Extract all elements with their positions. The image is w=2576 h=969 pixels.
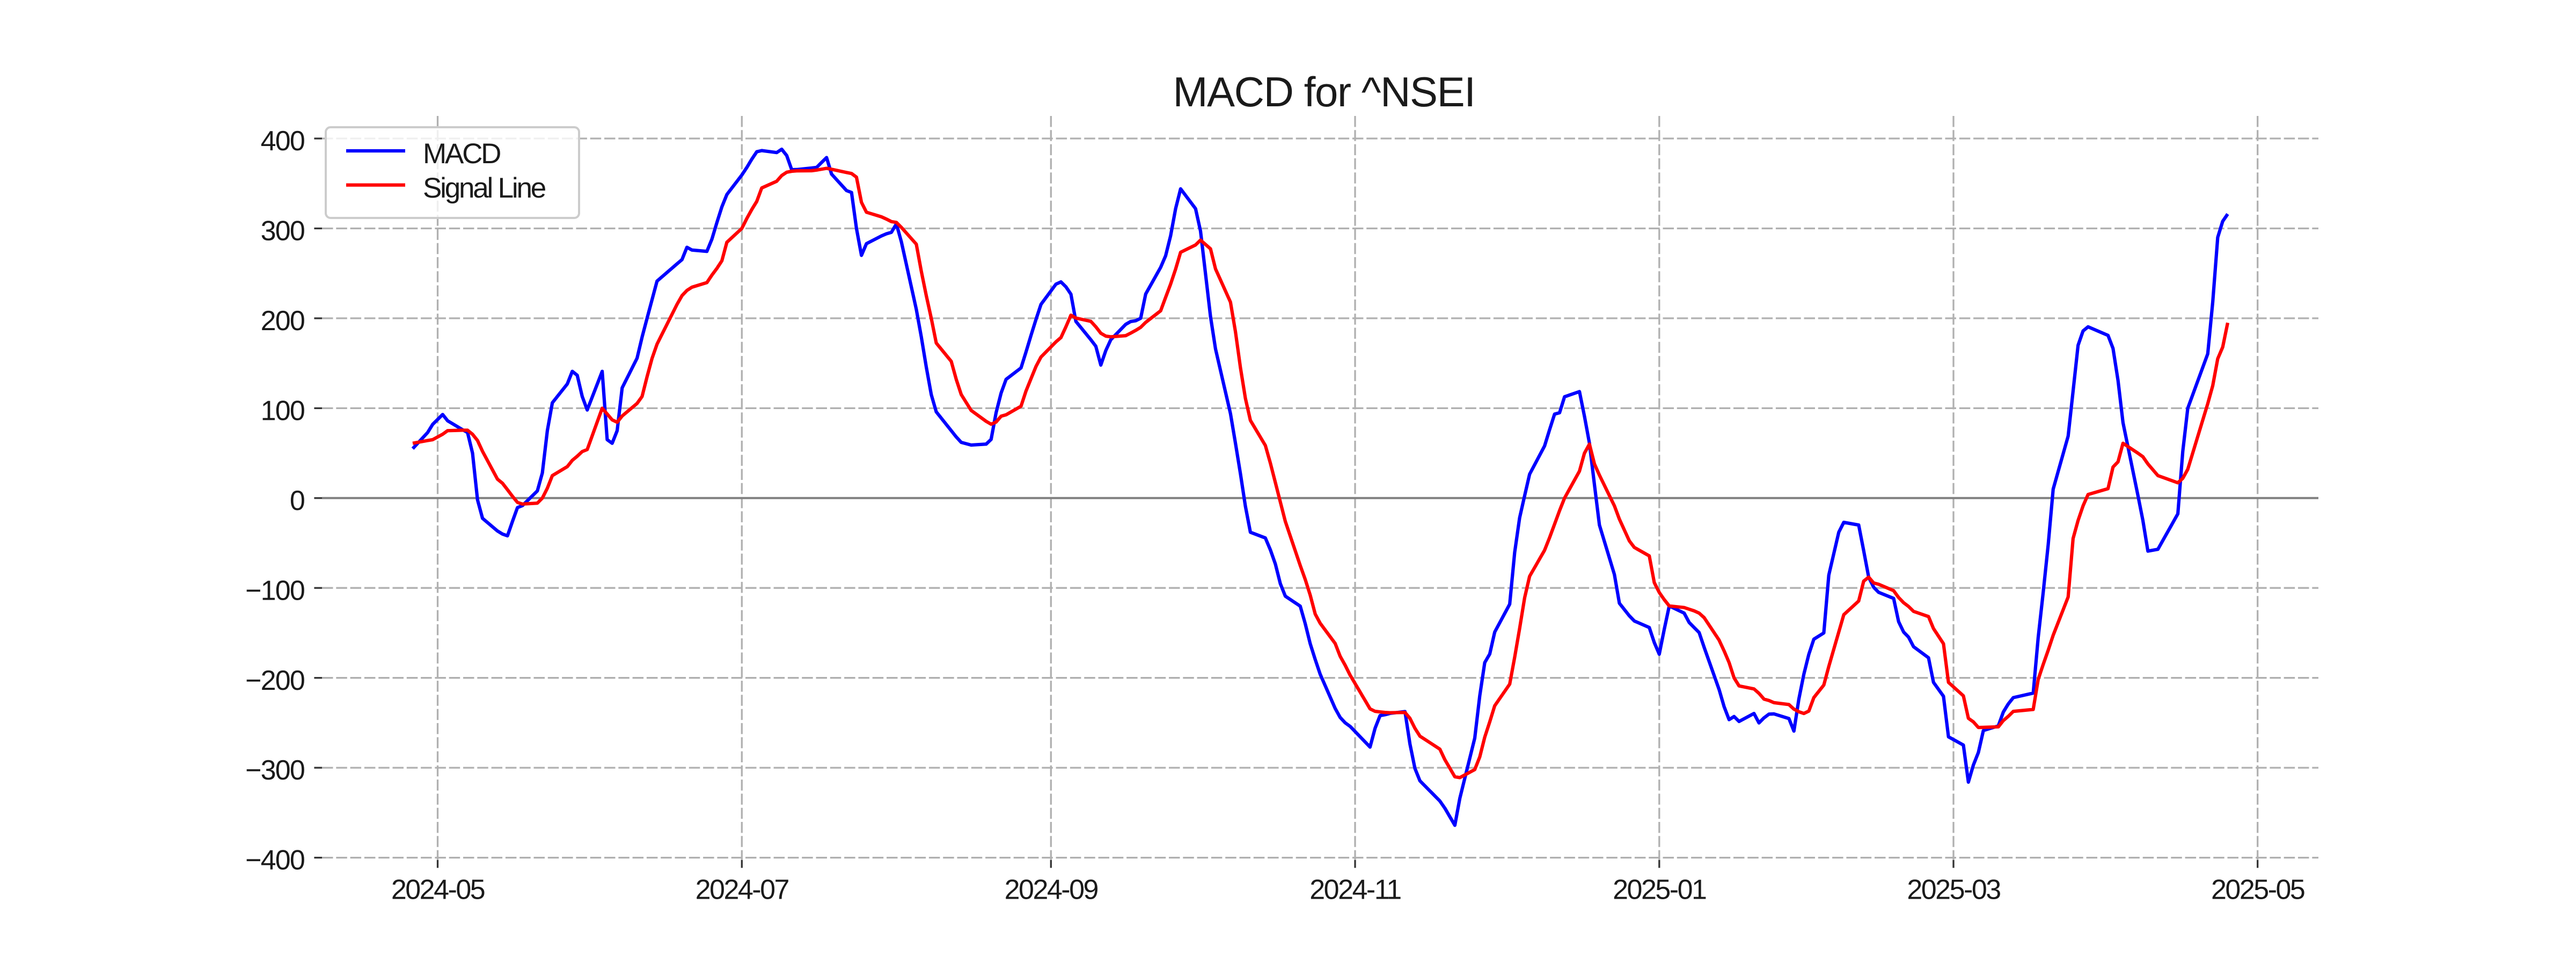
svg-text:−200: −200	[245, 665, 304, 696]
svg-text:−300: −300	[245, 755, 304, 786]
svg-text:200: 200	[261, 305, 304, 337]
svg-text:2024-05: 2024-05	[391, 874, 485, 905]
svg-text:MACD: MACD	[423, 138, 500, 170]
svg-text:MACD for ^NSEI: MACD for ^NSEI	[1173, 68, 1475, 115]
svg-text:2025-05: 2025-05	[2211, 874, 2304, 905]
svg-text:2024-07: 2024-07	[696, 874, 789, 905]
svg-text:2025-03: 2025-03	[1907, 874, 2000, 905]
svg-text:Signal Line: Signal Line	[423, 172, 546, 204]
svg-text:2025-01: 2025-01	[1613, 874, 1706, 905]
svg-text:300: 300	[261, 216, 304, 247]
svg-text:0: 0	[290, 485, 304, 516]
svg-text:100: 100	[261, 396, 304, 427]
svg-text:−400: −400	[245, 845, 304, 876]
svg-text:400: 400	[261, 126, 304, 157]
svg-text:−100: −100	[245, 575, 304, 606]
svg-text:2024-11: 2024-11	[1309, 874, 1401, 905]
svg-text:2024-09: 2024-09	[1005, 874, 1098, 905]
